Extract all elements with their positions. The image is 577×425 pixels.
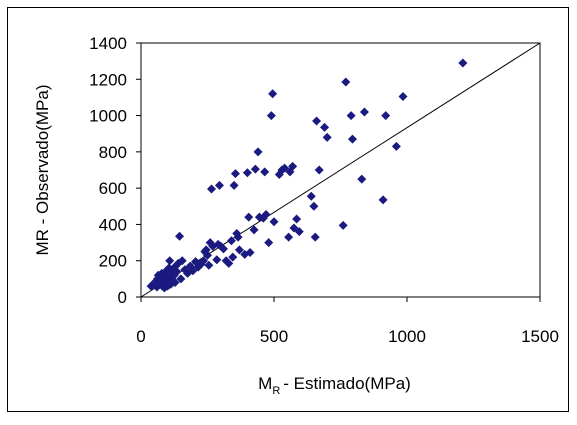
data-point: [212, 255, 222, 265]
data-point: [261, 209, 271, 219]
data-point: [228, 252, 238, 262]
data-point: [341, 77, 351, 87]
data-point: [309, 201, 319, 211]
data-point: [244, 212, 254, 222]
data-point: [218, 244, 228, 254]
data-point: [357, 174, 367, 184]
data-point: [378, 195, 388, 205]
data-point: [288, 161, 298, 171]
x-axis-title-rest: - Estimado(MPa): [283, 374, 411, 393]
x-axis-title: MR - Estimado(MPa): [258, 374, 411, 397]
data-point: [253, 147, 263, 157]
y-tick-label: 400: [99, 215, 127, 234]
x-axis-title-subscript: R: [272, 385, 280, 397]
data-point: [458, 58, 468, 68]
data-point: [398, 92, 408, 102]
data-point: [224, 258, 234, 268]
data-point: [312, 116, 322, 126]
y-tick-label: 0: [118, 288, 127, 307]
data-point: [292, 214, 302, 224]
data-point: [266, 111, 276, 121]
x-tick-label: 1000: [388, 327, 426, 346]
data-point: [250, 164, 260, 174]
data-point: [214, 180, 224, 190]
data-point: [322, 132, 332, 142]
data-point: [199, 256, 209, 266]
data-points-layer: [146, 58, 468, 293]
data-point: [230, 169, 240, 179]
data-point: [381, 111, 391, 121]
x-tick-label: 500: [260, 327, 288, 346]
data-point: [245, 248, 255, 258]
data-point: [391, 141, 401, 151]
data-point: [177, 256, 187, 266]
data-point: [314, 165, 324, 175]
y-tick-label: 1000: [89, 107, 127, 126]
data-point: [172, 267, 182, 277]
data-point: [206, 184, 216, 194]
x-axis-title-main: M: [258, 374, 272, 393]
y-axis-ticks: 0 200 400 600 800 1000 1200 1400: [89, 34, 141, 307]
x-axis-ticks: 0 500 1000 1500: [136, 297, 559, 346]
data-point: [249, 225, 259, 235]
data-point: [242, 168, 252, 178]
data-point: [306, 191, 316, 201]
data-point: [346, 111, 356, 121]
data-point: [294, 227, 304, 237]
data-point: [234, 245, 244, 255]
x-tick-label: 1500: [521, 327, 559, 346]
data-point: [260, 167, 270, 177]
data-point: [170, 277, 180, 287]
x-tick-label: 0: [136, 327, 145, 346]
data-point: [338, 220, 348, 230]
data-point: [268, 89, 278, 99]
data-point: [175, 231, 185, 241]
data-point: [233, 232, 243, 242]
data-point: [347, 134, 357, 144]
y-tick-label: 1400: [89, 34, 127, 53]
data-point: [284, 232, 294, 242]
data-point: [204, 260, 214, 270]
plot-area: [140, 42, 541, 298]
data-point: [229, 180, 239, 190]
data-point: [359, 107, 369, 117]
chart-area-border: [7, 7, 569, 412]
data-point: [203, 250, 212, 260]
data-point: [264, 238, 274, 248]
y-tick-label: 800: [99, 143, 127, 162]
data-point: [226, 236, 236, 246]
data-point: [269, 217, 279, 227]
y-tick-label: 200: [99, 252, 127, 271]
data-point: [176, 274, 186, 284]
y-axis-title: MR - Observado(MPa): [33, 85, 52, 256]
y-tick-label: 1200: [89, 70, 127, 89]
data-point: [310, 232, 320, 242]
y-tick-label: 600: [99, 179, 127, 198]
data-point: [165, 256, 175, 266]
data-point: [320, 122, 330, 132]
